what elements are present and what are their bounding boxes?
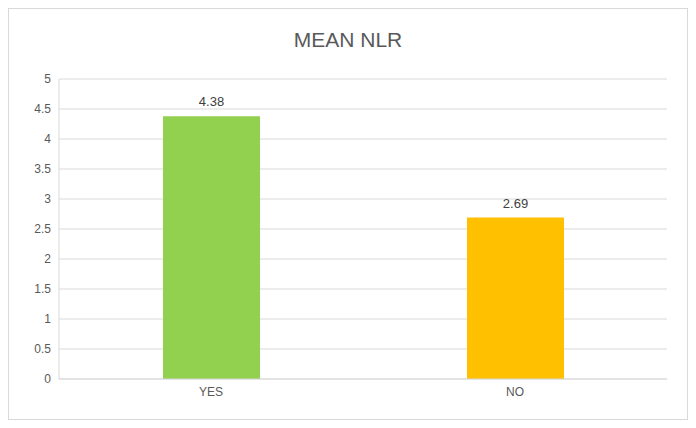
svg-text:4.5: 4.5	[34, 102, 51, 116]
svg-text:1.5: 1.5	[34, 282, 51, 296]
svg-text:0: 0	[44, 372, 51, 386]
svg-text:3.5: 3.5	[34, 162, 51, 176]
svg-text:1: 1	[44, 312, 51, 326]
svg-text:NO: NO	[506, 385, 524, 399]
svg-text:4: 4	[44, 132, 51, 146]
svg-text:3: 3	[44, 192, 51, 206]
svg-text:4.38: 4.38	[199, 94, 224, 109]
svg-text:5: 5	[44, 72, 51, 86]
svg-text:2.69: 2.69	[503, 196, 528, 211]
svg-text:YES: YES	[199, 385, 223, 399]
svg-text:2: 2	[44, 252, 51, 266]
html-text:MEAN NLR: MEAN NLR	[293, 28, 403, 51]
svg-text:0.5: 0.5	[34, 342, 51, 356]
svg-text:2.5: 2.5	[34, 222, 51, 236]
